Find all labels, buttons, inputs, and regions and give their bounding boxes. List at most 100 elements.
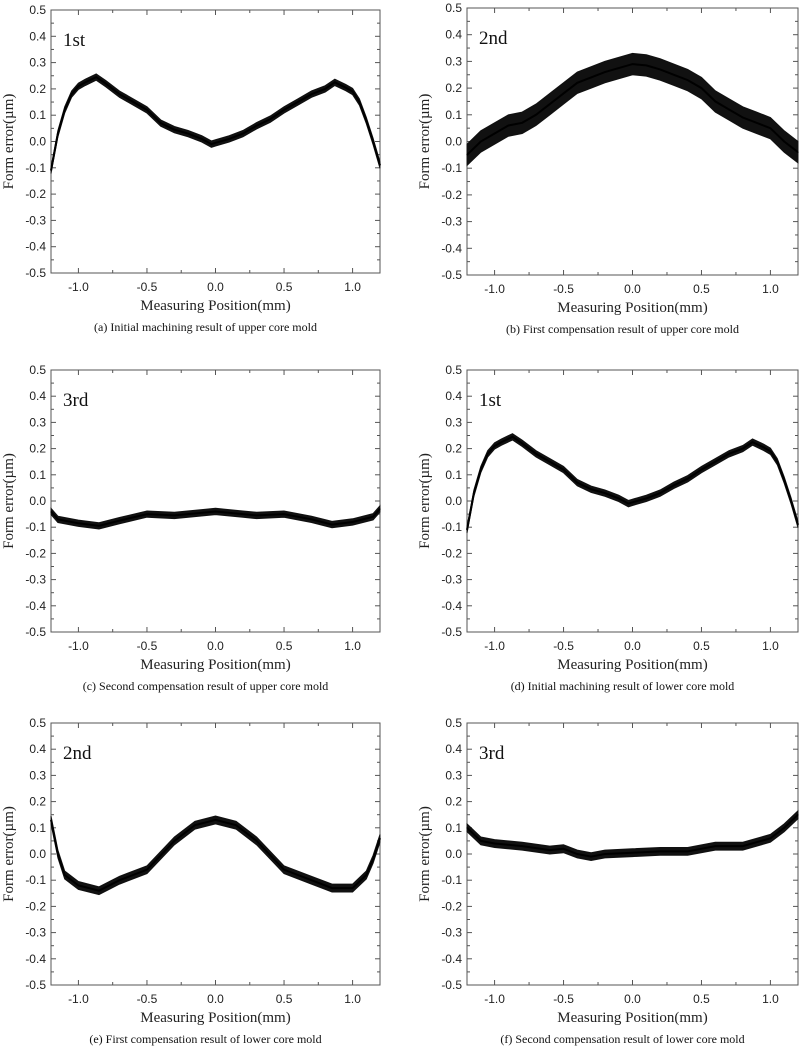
- data-point: [228, 138, 230, 140]
- data-point: [797, 523, 799, 526]
- x-tick-label: -0.5: [553, 992, 574, 1006]
- x-tick-label: 0.0: [207, 280, 224, 294]
- data-point: [345, 86, 347, 89]
- data-point: [77, 522, 80, 524]
- y-tick-label: -0.1: [25, 873, 46, 887]
- y-tick-label: 0.5: [445, 363, 462, 377]
- data-point: [751, 441, 754, 443]
- y-tick-label: 0.2: [29, 795, 46, 809]
- y-tick-label: 0.0: [29, 494, 46, 508]
- data-point: [521, 442, 523, 444]
- y-tick-label: 0.0: [29, 847, 46, 861]
- x-tick-label: -1.0: [68, 639, 89, 653]
- y-tick-label: -0.4: [25, 240, 46, 254]
- x-tick-label: 0.5: [693, 282, 710, 296]
- y-tick-label: 0.2: [445, 442, 462, 456]
- data-point: [214, 142, 217, 144]
- data-point: [331, 523, 333, 526]
- data-point: [769, 837, 772, 839]
- data-point: [728, 453, 730, 455]
- data-point: [256, 514, 258, 517]
- data-point: [351, 521, 354, 523]
- data-point: [473, 492, 475, 494]
- data-point: [549, 461, 551, 463]
- data-point: [214, 510, 217, 513]
- data-point: [64, 109, 66, 111]
- data-point: [118, 93, 121, 95]
- y-axis-title: Form error(µm): [1, 806, 17, 902]
- x-axis-title: Measuring Position(mm): [557, 657, 707, 673]
- data-point: [358, 101, 361, 103]
- data-point: [645, 497, 647, 499]
- x-tick-label: 1.0: [344, 280, 361, 294]
- y-tick-label: 0.4: [445, 389, 462, 403]
- data-point: [714, 100, 716, 103]
- y-tick-label: -0.5: [25, 266, 46, 280]
- data-point: [466, 827, 468, 829]
- y-tick-label: -0.3: [25, 573, 46, 587]
- data-point: [687, 850, 689, 852]
- y-tick-label: -0.1: [441, 520, 462, 534]
- data-point: [57, 133, 59, 135]
- data-point: [604, 71, 606, 73]
- y-tick-label: 0.1: [445, 468, 462, 482]
- x-tick-label: 0.0: [207, 992, 224, 1006]
- y-tick-label: 0.2: [29, 442, 46, 456]
- y-tick-label: 0.2: [29, 82, 46, 96]
- data-point: [372, 140, 374, 143]
- y-tick-label: -0.4: [25, 599, 46, 613]
- y-tick-label: -0.1: [441, 161, 462, 175]
- y-tick-label: 0.4: [29, 29, 46, 43]
- y-tick-label: -0.3: [441, 573, 462, 587]
- data-point: [77, 884, 80, 887]
- x-tick-label: -0.5: [137, 280, 158, 294]
- data-point: [659, 492, 661, 494]
- data-point: [714, 845, 716, 847]
- x-axis-title: Measuring Position(mm): [140, 1010, 290, 1026]
- data-point: [631, 852, 634, 854]
- data-line: [50, 75, 381, 171]
- data-point: [372, 516, 374, 518]
- data-point: [604, 853, 606, 855]
- data-point: [173, 840, 175, 842]
- data-point: [365, 119, 367, 122]
- data-point: [379, 508, 381, 510]
- data-point: [687, 478, 689, 480]
- panel-caption: (e) First compensation result of lower c…: [89, 1032, 321, 1046]
- data-point: [50, 819, 52, 821]
- data-line: [466, 435, 799, 530]
- data-point: [673, 484, 675, 486]
- data-point: [776, 461, 778, 463]
- data-point: [351, 887, 354, 889]
- data-point: [256, 125, 258, 127]
- data-point: [487, 453, 489, 455]
- data-point: [146, 513, 148, 515]
- data-point: [493, 445, 496, 447]
- y-tick-label: 0.5: [445, 716, 462, 730]
- run-label: 2nd: [479, 28, 508, 49]
- data-point: [466, 529, 468, 531]
- x-tick-label: -1.0: [68, 280, 89, 294]
- y-tick-label: -0.5: [25, 978, 46, 992]
- y-tick-label: -0.5: [441, 625, 462, 639]
- data-point: [590, 488, 592, 490]
- data-point: [687, 79, 689, 81]
- y-tick-label: -0.4: [25, 952, 46, 966]
- data-point: [351, 90, 354, 93]
- data-point: [535, 114, 537, 116]
- y-tick-label: 0.1: [445, 821, 462, 835]
- data-point: [590, 76, 592, 79]
- data-point: [210, 143, 212, 145]
- data-point: [700, 468, 703, 471]
- x-tick-label: -0.5: [137, 639, 158, 653]
- data-point: [283, 109, 285, 111]
- data-point: [576, 853, 578, 855]
- data-point: [269, 118, 271, 120]
- x-axis-title: Measuring Position(mm): [140, 298, 290, 314]
- x-tick-label: 0.5: [276, 280, 293, 294]
- data-point: [631, 63, 634, 65]
- y-tick-label: -0.3: [25, 926, 46, 940]
